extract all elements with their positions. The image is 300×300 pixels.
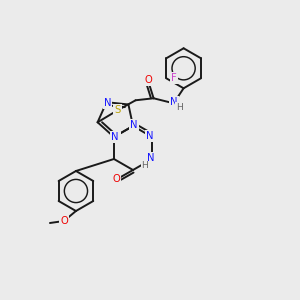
- Text: O: O: [112, 174, 120, 184]
- Text: N: N: [104, 98, 111, 108]
- Text: N: N: [112, 132, 120, 142]
- Text: F: F: [171, 73, 177, 83]
- Text: O: O: [60, 216, 68, 226]
- Text: N: N: [111, 132, 119, 142]
- Text: S: S: [115, 105, 121, 115]
- Text: H: H: [176, 103, 183, 112]
- Text: H: H: [142, 161, 148, 170]
- Text: N: N: [130, 120, 138, 130]
- Text: N: N: [170, 97, 177, 107]
- Text: N: N: [146, 131, 154, 141]
- Text: N: N: [147, 153, 155, 163]
- Text: O: O: [145, 75, 152, 85]
